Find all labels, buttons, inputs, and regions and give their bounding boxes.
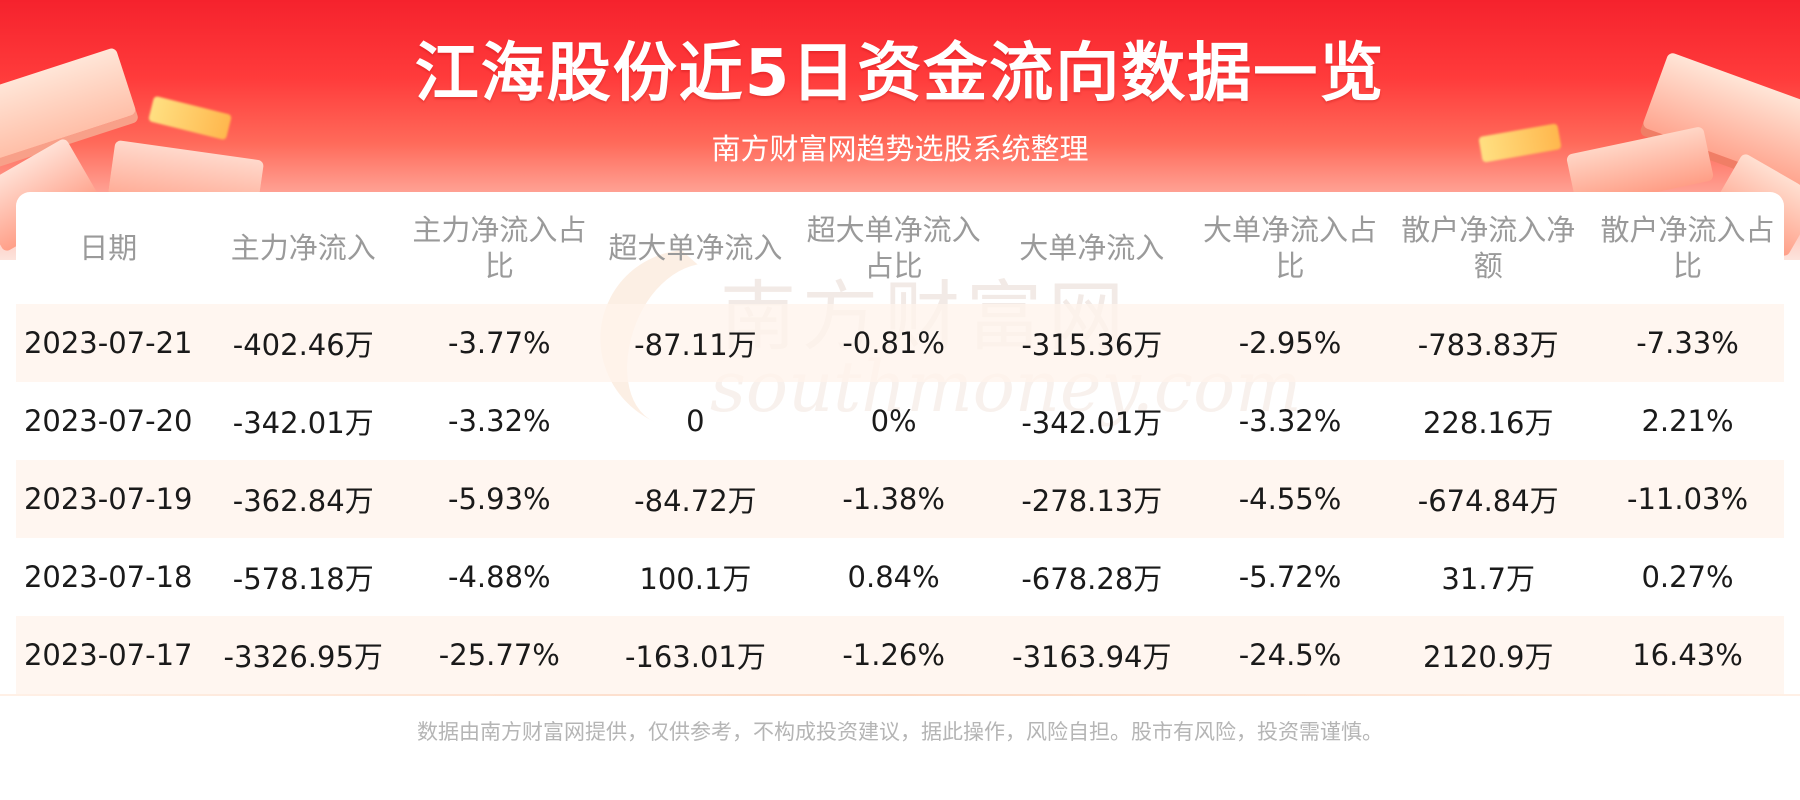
table-row: 2023-07-21 -402.46万 -3.77% -87.11万 -0.81… bbox=[16, 304, 1784, 382]
cell-retail-inflow: -783.83万 bbox=[1385, 304, 1592, 382]
cell-xl-inflow: -87.11万 bbox=[592, 304, 799, 382]
fund-flow-table: 日期 主力净流入 主力净流入占比 超大单净流入 超大单净流入占比 大单净流入 大… bbox=[16, 192, 1784, 694]
cell-xl-ratio: 0% bbox=[870, 404, 917, 438]
cell-main-ratio: -25.77% bbox=[406, 616, 593, 694]
cell-large-ratio: -2.95% bbox=[1194, 304, 1386, 382]
cell-date: 2023-07-19 bbox=[16, 460, 201, 538]
page-subtitle: 南方财富网趋势选股系统整理 bbox=[711, 132, 1089, 166]
cell-date: 2023-07-20 bbox=[23, 404, 193, 438]
cell-large-ratio: -5.72% bbox=[1238, 560, 1342, 594]
cell-large-ratio: -4.55% bbox=[1194, 460, 1386, 538]
cell-xl-inflow: -163.01万 bbox=[592, 616, 799, 694]
table-row: 2023-07-17 -3326.95万 -25.77% -163.01万 -1… bbox=[16, 616, 1784, 694]
cell-retail-inflow: -674.84万 bbox=[1385, 460, 1592, 538]
cell-retail-inflow: 31.7万 bbox=[1441, 562, 1535, 596]
col-header-large-ratio: 大单净流入占比 bbox=[1203, 213, 1378, 283]
cell-large-ratio: -24.5% bbox=[1194, 616, 1386, 694]
cell-main-inflow: -362.84万 bbox=[200, 460, 407, 538]
col-header-date: 日期 bbox=[79, 231, 138, 265]
col-header-retail-inflow: 散户净流入净额 bbox=[1401, 213, 1576, 283]
cell-main-ratio: -3.77% bbox=[406, 304, 593, 382]
cell-date: 2023-07-17 bbox=[16, 616, 201, 694]
col-header-large-inflow: 大单净流入 bbox=[1019, 231, 1165, 265]
table-card bbox=[16, 192, 1784, 694]
table-row: 2023-07-20 -342.01万 -3.32% 0 0% -342.01万… bbox=[16, 382, 1784, 460]
cell-main-inflow: -3326.95万 bbox=[200, 616, 407, 694]
cell-retail-ratio: 16.43% bbox=[1591, 616, 1784, 694]
cell-main-inflow: -578.18万 bbox=[232, 562, 374, 596]
cell-xl-inflow: 0 bbox=[686, 404, 705, 438]
cell-xl-ratio: -1.26% bbox=[798, 616, 989, 694]
table-header-row: 日期 主力净流入 主力净流入占比 超大单净流入 超大单净流入占比 大单净流入 大… bbox=[16, 192, 1784, 304]
cell-date: 2023-07-18 bbox=[23, 560, 193, 594]
cell-xl-ratio: 0.84% bbox=[847, 560, 940, 594]
footer-disclaimer: 数据由南方财富网提供，仅供参考，不构成投资建议，据此操作，风险自担。股市有风险，… bbox=[417, 720, 1383, 744]
cell-main-ratio: -4.88% bbox=[448, 560, 551, 594]
cell-retail-ratio: 2.21% bbox=[1641, 404, 1734, 438]
cell-large-inflow: -278.13万 bbox=[989, 460, 1195, 538]
cell-xl-inflow: 100.1万 bbox=[639, 562, 752, 596]
col-header-xl-ratio: 超大单净流入占比 bbox=[806, 213, 981, 283]
cell-large-ratio: -3.32% bbox=[1238, 404, 1342, 438]
table-row: 2023-07-19 -362.84万 -5.93% -84.72万 -1.38… bbox=[16, 460, 1784, 538]
cell-xl-ratio: -0.81% bbox=[798, 304, 989, 382]
cell-large-inflow: -315.36万 bbox=[989, 304, 1195, 382]
cell-large-inflow: -3163.94万 bbox=[989, 616, 1195, 694]
cell-large-inflow: -678.28万 bbox=[1021, 562, 1163, 596]
cell-retail-inflow: 2120.9万 bbox=[1385, 616, 1592, 694]
cell-main-ratio: -5.93% bbox=[406, 460, 593, 538]
cell-main-inflow: -402.46万 bbox=[200, 304, 407, 382]
cell-large-inflow: -342.01万 bbox=[1021, 406, 1163, 440]
page-title: 江海股份近5日资金流向数据一览 bbox=[414, 37, 1386, 111]
table-row: 2023-07-18 -578.18万 -4.88% 100.1万 0.84% … bbox=[16, 538, 1784, 616]
cell-retail-ratio: 0.27% bbox=[1641, 560, 1734, 594]
cell-xl-inflow: -84.72万 bbox=[592, 460, 799, 538]
cell-retail-ratio: -7.33% bbox=[1591, 304, 1784, 382]
cell-xl-ratio: -1.38% bbox=[798, 460, 989, 538]
col-header-main-ratio: 主力净流入占比 bbox=[412, 213, 587, 283]
col-header-xl-inflow: 超大单净流入 bbox=[608, 231, 783, 265]
cell-main-inflow: -342.01万 bbox=[232, 406, 374, 440]
cell-retail-inflow: 228.16万 bbox=[1422, 406, 1554, 440]
cell-main-ratio: -3.32% bbox=[448, 404, 551, 438]
col-header-main-inflow: 主力净流入 bbox=[230, 231, 376, 265]
col-header-retail-ratio: 散户净流入占比 bbox=[1600, 213, 1775, 283]
cell-retail-ratio: -11.03% bbox=[1591, 460, 1784, 538]
footer-divider bbox=[0, 694, 1800, 696]
cell-date: 2023-07-21 bbox=[16, 304, 201, 382]
